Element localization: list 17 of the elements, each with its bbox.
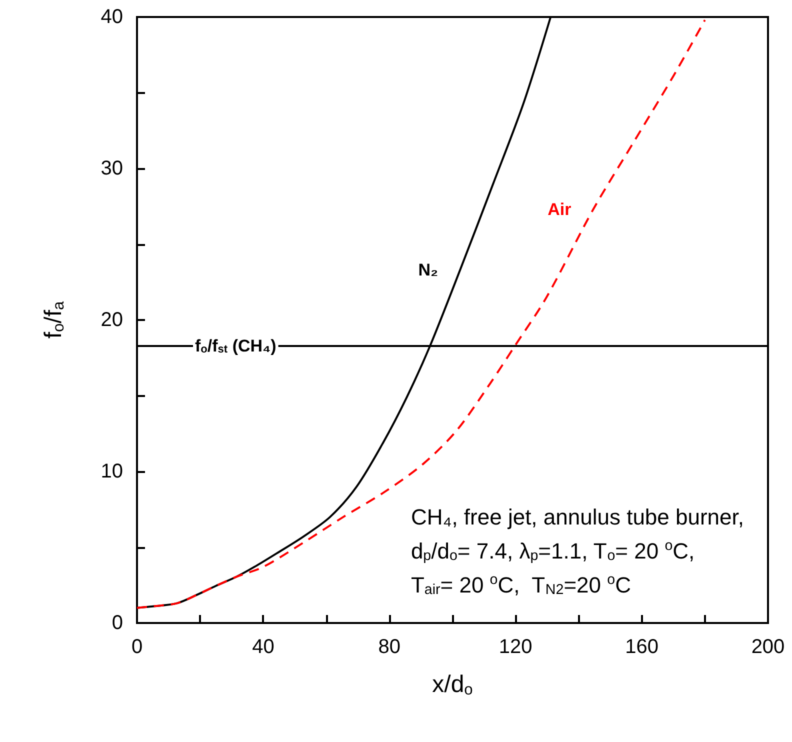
annotation: CH₄, free jet, annulus tube burner,	[410, 504, 744, 530]
ref-line-label: fo/fst (CH₄)	[195, 336, 276, 356]
y-tick-label: 30	[100, 158, 123, 180]
x-tick-label: 160	[625, 636, 658, 658]
y-axis-title: fo/fa	[40, 301, 68, 339]
series-label: Air	[548, 200, 572, 219]
y-tick-label: 20	[100, 309, 123, 331]
x-tick-label: 120	[498, 636, 532, 658]
y-tick-label: 0	[112, 612, 123, 634]
series-label: N₂	[418, 260, 438, 280]
x-tick-label: 200	[751, 636, 785, 658]
x-tick-label: 80	[378, 636, 401, 658]
x-tick-label: 0	[131, 636, 143, 658]
y-tick-label: 40	[100, 6, 123, 28]
x-tick-label: 40	[252, 636, 274, 658]
x-axis-title: x/do	[432, 670, 474, 698]
y-tick-label: 10	[100, 460, 123, 482]
